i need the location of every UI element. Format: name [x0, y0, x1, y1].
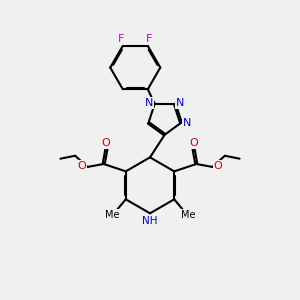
Text: NH: NH: [142, 216, 158, 226]
Text: O: O: [213, 161, 222, 171]
Text: N: N: [183, 118, 192, 128]
Text: N: N: [145, 98, 154, 108]
Text: O: O: [102, 138, 110, 148]
Text: F: F: [146, 34, 152, 44]
Text: F: F: [118, 34, 124, 44]
Text: O: O: [190, 138, 198, 148]
Text: Me: Me: [105, 210, 119, 220]
Text: O: O: [78, 161, 87, 171]
Text: N: N: [176, 98, 184, 108]
Text: Me: Me: [181, 210, 195, 220]
